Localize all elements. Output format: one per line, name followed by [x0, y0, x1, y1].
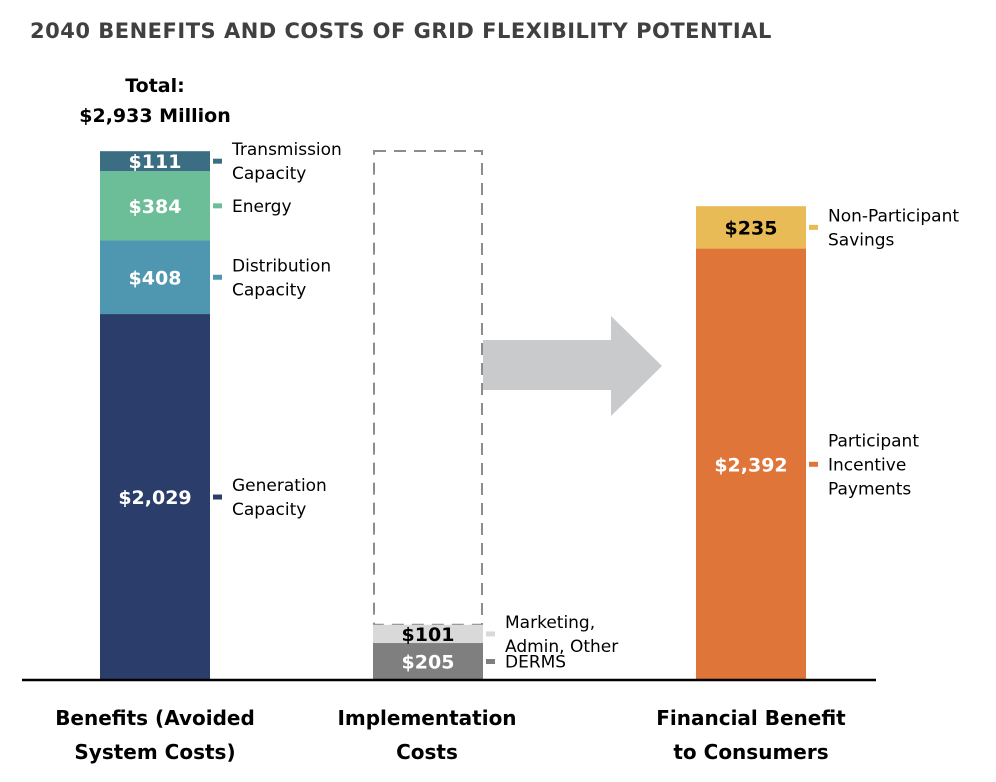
chart-marks: $2,029 Generation Capacity $408 Distribution… — [22, 140, 959, 764]
tick-generation-capacity — [213, 494, 222, 500]
tick-derms — [486, 659, 495, 665]
bar-derms — [373, 643, 483, 680]
series-label-participant-incentive-payments: Payments — [828, 479, 911, 499]
x-tick-label-financial-benefit-to-consumers: to Consumers — [673, 740, 828, 764]
total-label: Total: — [125, 75, 185, 97]
value-label-distribution-capacity: $408 — [129, 267, 182, 289]
series-label-transmission-capacity: Capacity — [232, 164, 306, 184]
series-label-non-participant-savings: Savings — [828, 230, 895, 250]
bar-energy — [100, 171, 210, 241]
series-label-marketing-admin-other: Admin, Other — [505, 637, 618, 657]
series-label-distribution-capacity: Distribution — [232, 256, 331, 276]
bar-marketing-admin-other — [373, 624, 483, 644]
x-tick-label-benefits-avoided-system-costs: System Costs) — [74, 740, 235, 764]
series-label-distribution-capacity: Capacity — [232, 280, 306, 300]
value-label-derms: $205 — [402, 652, 455, 674]
series-label-derms: DERMS — [505, 653, 566, 673]
value-label-generation-capacity: $2,029 — [118, 487, 191, 509]
bar-generation-capacity — [100, 314, 210, 680]
series-label-generation-capacity: Generation — [232, 476, 327, 496]
chart-title: 2040 BENEFITS AND COSTS OF GRID FLEXIBIL… — [30, 19, 772, 43]
tick-energy — [213, 203, 222, 209]
series-label-participant-incentive-payments: Participant — [828, 431, 919, 451]
value-label-participant-incentive-payments: $2,392 — [714, 454, 787, 476]
flow-arrow — [483, 316, 662, 416]
value-label-non-participant-savings: $235 — [725, 217, 778, 239]
tick-non-participant-savings — [809, 224, 818, 230]
x-tick-label-financial-benefit-to-consumers: Financial Benefit — [656, 706, 846, 730]
series-label-marketing-admin-other: Marketing, — [505, 613, 595, 633]
series-label-energy: Energy — [232, 197, 292, 217]
bar-transmission-capacity — [100, 151, 210, 172]
value-label-transmission-capacity: $111 — [129, 151, 182, 173]
x-tick-label-implementation-costs: Implementation — [337, 706, 516, 730]
tick-transmission-capacity — [213, 158, 222, 164]
bar-participant-incentive-payments — [696, 248, 806, 681]
value-label-marketing-admin-other: $101 — [402, 624, 455, 646]
bar-distribution-capacity — [100, 240, 210, 315]
x-tick-label-benefits-avoided-system-costs: Benefits (Avoided — [55, 706, 255, 730]
series-label-transmission-capacity: Transmission — [231, 140, 342, 160]
x-tick-label-implementation-costs: Costs — [396, 740, 458, 764]
tick-marketing-admin-other — [486, 631, 495, 637]
tick-distribution-capacity — [213, 274, 222, 280]
series-label-generation-capacity: Capacity — [232, 500, 306, 520]
dashed-outline — [373, 150, 483, 626]
tick-participant-incentive-payments — [809, 461, 818, 467]
bar-non-participant-savings — [696, 206, 806, 249]
value-label-energy: $384 — [129, 196, 182, 218]
series-label-participant-incentive-payments: Incentive — [828, 455, 906, 475]
series-label-non-participant-savings: Non-Participant — [828, 206, 959, 226]
total-value: $2,933 Million — [79, 105, 230, 127]
